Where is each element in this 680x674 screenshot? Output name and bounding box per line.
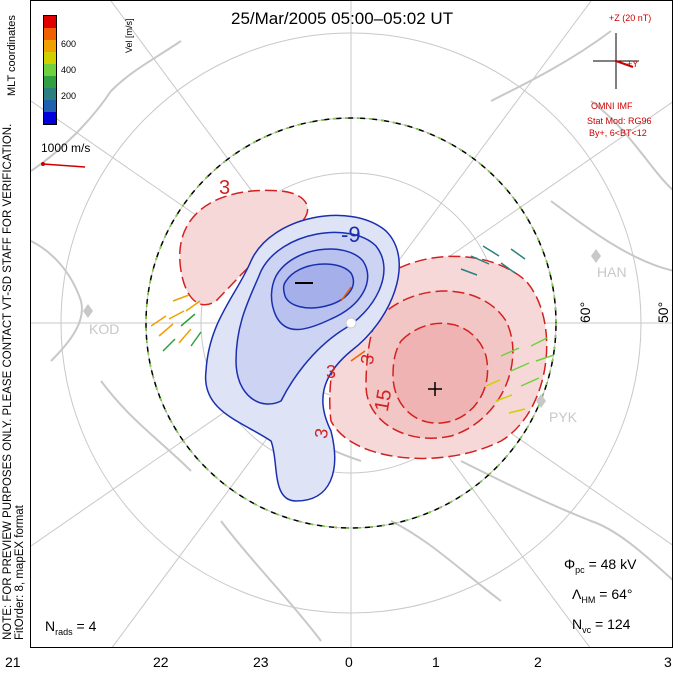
imf-condition: By+, 6<BT<12 bbox=[589, 128, 647, 138]
colorbar-swatch bbox=[44, 100, 56, 112]
contour-label: 3 bbox=[326, 362, 337, 382]
colorbar-swatch bbox=[44, 52, 56, 64]
fit-order-note: FitOrder: 8, mapEX format bbox=[14, 505, 26, 640]
mlt-tick: 23 bbox=[253, 654, 269, 670]
station-label-kod: KOD bbox=[89, 321, 120, 337]
mlt-tick: 2 bbox=[534, 654, 542, 670]
map-title: 25/Mar/2005 05:00–05:02 UT bbox=[231, 9, 454, 28]
mlt-tick: 1 bbox=[432, 654, 440, 670]
preview-note-line: NOTE: FOR PREVIEW PURPOSES ONLY. PLEASE … bbox=[2, 123, 14, 640]
imf-source: OMNI IMF bbox=[591, 101, 633, 111]
station-label-han: HAN bbox=[597, 264, 627, 280]
vector-count: Nvc = 124 bbox=[572, 616, 631, 635]
colorbar-swatch bbox=[44, 16, 56, 28]
colorbar-tick: 600 bbox=[61, 39, 77, 49]
cross-polar-potential: Φpc = 48 kV bbox=[564, 556, 637, 575]
colorbar-swatches bbox=[44, 16, 56, 124]
colorbar-tick: 200 bbox=[61, 91, 77, 101]
colorbar-swatch bbox=[44, 28, 56, 40]
colorbar-swatch bbox=[44, 112, 56, 124]
mlt-tick: 21 bbox=[5, 654, 21, 670]
contour-label: 3 bbox=[219, 177, 231, 199]
coordinates-label: MLT coordinates bbox=[6, 15, 18, 96]
colorbar-swatch bbox=[44, 64, 56, 76]
velocity-vectors bbox=[150, 245, 555, 414]
reference-vector bbox=[41, 162, 86, 168]
imf-z-label: +Z (20 nT) bbox=[609, 13, 652, 23]
imf-clock-dial bbox=[593, 33, 639, 89]
potential-max-marker bbox=[428, 382, 442, 396]
colorbar-swatch bbox=[44, 40, 56, 52]
negative-cell bbox=[204, 214, 400, 502]
station-marker-pyk bbox=[536, 394, 546, 408]
station-label-pyk: PYK bbox=[549, 409, 578, 425]
contour-label: -9 bbox=[341, 222, 361, 247]
station-marker-han bbox=[591, 249, 601, 263]
contour-label: 15 bbox=[370, 387, 397, 414]
imf-y-label: +Y bbox=[627, 59, 639, 69]
hm-boundary-latitude: ΛHM = 64° bbox=[572, 586, 633, 605]
reference-vector-label: 1000 m/s bbox=[41, 141, 91, 155]
latitude-label-50: 50° bbox=[655, 301, 671, 323]
colorbar-swatch bbox=[44, 88, 56, 100]
pole-marker bbox=[345, 317, 357, 329]
station-marker-kod bbox=[83, 304, 93, 318]
preview-note: NOTE: FOR PREVIEW PURPOSES ONLY. PLEASE … bbox=[2, 124, 26, 640]
mlt-tick: 3 bbox=[664, 654, 672, 670]
radar-count: Nrads = 4 bbox=[45, 618, 97, 637]
velocity-colorbar bbox=[43, 15, 57, 125]
latitude-label-60: 60° bbox=[577, 301, 593, 323]
map-frame: 600 400 200 Vel [m/s] 1000 m/s 25/Mar/20… bbox=[30, 0, 673, 648]
colorbar-swatch bbox=[44, 76, 56, 88]
colorbar-tick: 400 bbox=[61, 65, 77, 75]
imf-model: Stat Mod: RG96 bbox=[587, 116, 652, 126]
mlt-tick: 0 bbox=[345, 654, 353, 670]
convection-map bbox=[31, 1, 672, 647]
mlt-tick: 22 bbox=[153, 654, 169, 670]
colorbar-title: Vel [m/s] bbox=[124, 18, 134, 53]
